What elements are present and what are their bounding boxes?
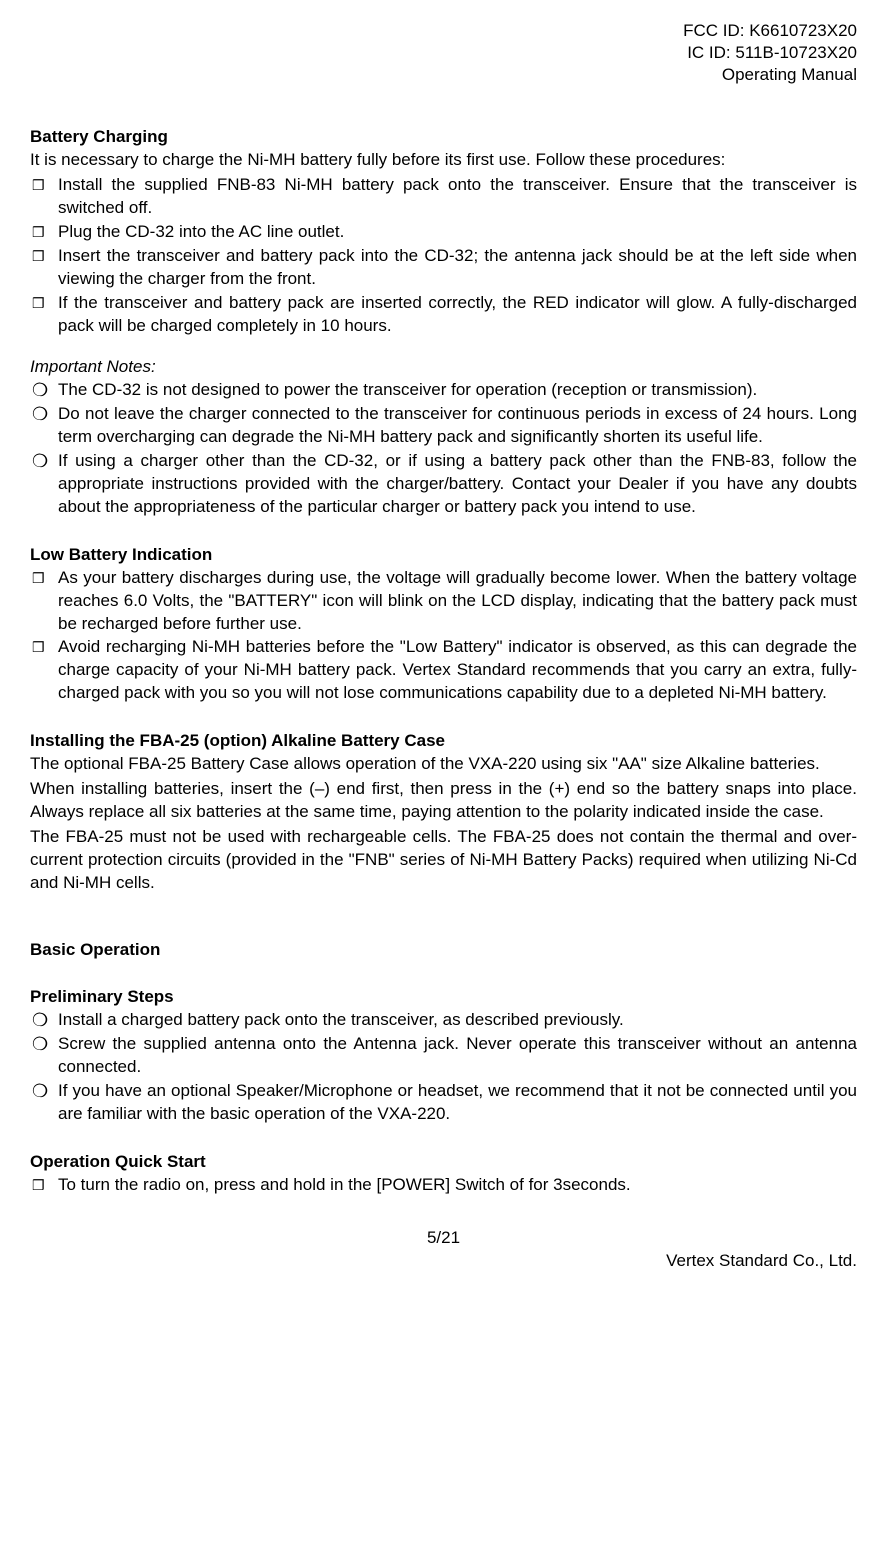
item-text: Screw the supplied antenna onto the Ante… [58, 1033, 857, 1079]
battery-charging-list: ❒ Install the supplied FNB-83 Ni-MH batt… [30, 174, 857, 338]
circle-icon: ❍ [30, 1033, 58, 1056]
doc-title: Operating Manual [30, 64, 857, 86]
fba25-p3: The FBA-25 must not be used with recharg… [30, 826, 857, 895]
item-text: Install a charged battery pack onto the … [58, 1009, 857, 1032]
box-icon: ❒ [30, 567, 58, 589]
ic-id: IC ID: 511B-10723X20 [30, 42, 857, 64]
list-item: ❒ Insert the transceiver and battery pac… [30, 245, 857, 291]
list-item: ❍ If using a charger other than the CD-3… [30, 450, 857, 519]
box-icon: ❒ [30, 292, 58, 314]
box-icon: ❒ [30, 221, 58, 243]
preliminary-steps-title: Preliminary Steps [30, 986, 857, 1009]
item-text: Insert the transceiver and battery pack … [58, 245, 857, 291]
list-item: ❒ To turn the radio on, press and hold i… [30, 1174, 857, 1197]
circle-icon: ❍ [30, 379, 58, 402]
fcc-id: FCC ID: K6610723X20 [30, 20, 857, 42]
fba25-p1: The optional FBA-25 Battery Case allows … [30, 753, 857, 776]
item-text: Do not leave the charger connected to th… [58, 403, 857, 449]
basic-operation-title: Basic Operation [30, 939, 857, 962]
list-item: ❍ Install a charged battery pack onto th… [30, 1009, 857, 1032]
low-battery-list: ❒ As your battery discharges during use,… [30, 567, 857, 706]
battery-charging-intro: It is necessary to charge the Ni-MH batt… [30, 149, 857, 172]
company-name: Vertex Standard Co., Ltd. [30, 1250, 857, 1273]
item-text: If using a charger other than the CD-32,… [58, 450, 857, 519]
item-text: Install the supplied FNB-83 Ni-MH batter… [58, 174, 857, 220]
box-icon: ❒ [30, 1174, 58, 1196]
header-block: FCC ID: K6610723X20 IC ID: 511B-10723X20… [30, 20, 857, 86]
battery-charging-title: Battery Charging [30, 126, 857, 149]
item-text: If you have an optional Speaker/Micropho… [58, 1080, 857, 1126]
item-text: Avoid recharging Ni-MH batteries before … [58, 636, 857, 705]
list-item: ❍ If you have an optional Speaker/Microp… [30, 1080, 857, 1126]
fba25-title: Installing the FBA-25 (option) Alkaline … [30, 730, 857, 753]
circle-icon: ❍ [30, 403, 58, 426]
circle-icon: ❍ [30, 1009, 58, 1032]
important-notes-list: ❍ The CD-32 is not designed to power the… [30, 379, 857, 519]
fba25-p2: When installing batteries, insert the (–… [30, 778, 857, 824]
list-item: ❒ As your battery discharges during use,… [30, 567, 857, 636]
item-text: The CD-32 is not designed to power the t… [58, 379, 857, 402]
list-item: ❍ The CD-32 is not designed to power the… [30, 379, 857, 402]
box-icon: ❒ [30, 245, 58, 267]
footer: 5/21 Vertex Standard Co., Ltd. [30, 1227, 857, 1273]
important-notes-title: Important Notes: [30, 356, 857, 379]
list-item: ❍ Do not leave the charger connected to … [30, 403, 857, 449]
item-text: As your battery discharges during use, t… [58, 567, 857, 636]
circle-icon: ❍ [30, 1080, 58, 1103]
page-number: 5/21 [30, 1227, 857, 1250]
circle-icon: ❍ [30, 450, 58, 473]
preliminary-steps-list: ❍ Install a charged battery pack onto th… [30, 1009, 857, 1126]
list-item: ❒ Plug the CD-32 into the AC line outlet… [30, 221, 857, 244]
box-icon: ❒ [30, 636, 58, 658]
quick-start-list: ❒ To turn the radio on, press and hold i… [30, 1174, 857, 1197]
item-text: Plug the CD-32 into the AC line outlet. [58, 221, 857, 244]
low-battery-title: Low Battery Indication [30, 544, 857, 567]
list-item: ❍ Screw the supplied antenna onto the An… [30, 1033, 857, 1079]
list-item: ❒ Avoid recharging Ni-MH batteries befor… [30, 636, 857, 705]
item-text: To turn the radio on, press and hold in … [58, 1174, 857, 1197]
item-text: If the transceiver and battery pack are … [58, 292, 857, 338]
list-item: ❒ Install the supplied FNB-83 Ni-MH batt… [30, 174, 857, 220]
quick-start-title: Operation Quick Start [30, 1151, 857, 1174]
box-icon: ❒ [30, 174, 58, 196]
list-item: ❒ If the transceiver and battery pack ar… [30, 292, 857, 338]
